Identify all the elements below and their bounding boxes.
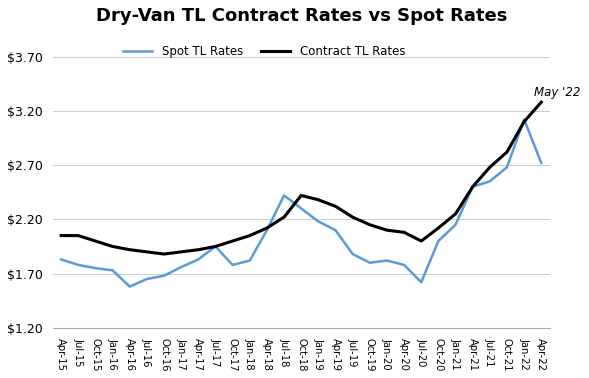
Spot TL Rates [246, 258, 253, 263]
Contract TL Rates [229, 239, 236, 243]
Contract TL Rates [126, 248, 133, 252]
Contract TL Rates [401, 230, 408, 235]
Spot TL Rates [178, 265, 185, 270]
Contract TL Rates [469, 184, 477, 189]
Spot TL Rates [366, 260, 373, 265]
Contract TL Rates [160, 252, 167, 256]
Spot TL Rates [538, 161, 545, 165]
Spot TL Rates [126, 284, 133, 289]
Contract TL Rates [297, 193, 305, 198]
Contract TL Rates [538, 100, 545, 104]
Contract TL Rates [246, 233, 253, 238]
Contract TL Rates [315, 198, 322, 202]
Title: Dry-Van TL Contract Rates vs Spot Rates: Dry-Van TL Contract Rates vs Spot Rates [95, 7, 507, 25]
Contract TL Rates [212, 244, 219, 249]
Spot TL Rates [75, 263, 82, 267]
Contract TL Rates [143, 249, 150, 254]
Spot TL Rates [401, 263, 408, 267]
Spot TL Rates [435, 239, 442, 243]
Spot TL Rates [469, 184, 477, 189]
Spot TL Rates [160, 273, 167, 278]
Contract TL Rates [435, 226, 442, 230]
Text: May '22: May '22 [534, 85, 581, 99]
Spot TL Rates [195, 257, 202, 262]
Spot TL Rates [212, 244, 219, 249]
Spot TL Rates [383, 258, 391, 263]
Contract TL Rates [418, 239, 425, 243]
Spot TL Rates [487, 179, 494, 184]
Contract TL Rates [349, 215, 356, 219]
Contract TL Rates [521, 119, 528, 124]
Spot TL Rates [58, 257, 65, 262]
Spot TL Rates [418, 280, 425, 285]
Contract TL Rates [366, 223, 373, 227]
Spot TL Rates [349, 252, 356, 256]
Spot TL Rates [92, 266, 99, 270]
Line: Contract TL Rates: Contract TL Rates [61, 102, 541, 254]
Contract TL Rates [92, 239, 99, 243]
Contract TL Rates [109, 244, 116, 249]
Spot TL Rates [109, 268, 116, 273]
Spot TL Rates [280, 193, 287, 198]
Spot TL Rates [315, 219, 322, 224]
Contract TL Rates [263, 226, 270, 230]
Spot TL Rates [263, 228, 270, 232]
Spot TL Rates [521, 117, 528, 122]
Contract TL Rates [332, 204, 339, 209]
Contract TL Rates [58, 233, 65, 238]
Contract TL Rates [504, 150, 511, 154]
Contract TL Rates [75, 233, 82, 238]
Contract TL Rates [178, 249, 185, 254]
Contract TL Rates [383, 228, 391, 232]
Legend: Spot TL Rates, Contract TL Rates: Spot TL Rates, Contract TL Rates [118, 41, 410, 63]
Spot TL Rates [297, 206, 305, 211]
Contract TL Rates [195, 248, 202, 252]
Spot TL Rates [332, 228, 339, 232]
Spot TL Rates [504, 165, 511, 169]
Contract TL Rates [280, 215, 287, 219]
Line: Spot TL Rates: Spot TL Rates [61, 119, 541, 287]
Spot TL Rates [143, 277, 150, 281]
Contract TL Rates [487, 165, 494, 169]
Contract TL Rates [452, 212, 459, 216]
Spot TL Rates [229, 263, 236, 267]
Spot TL Rates [452, 223, 459, 227]
